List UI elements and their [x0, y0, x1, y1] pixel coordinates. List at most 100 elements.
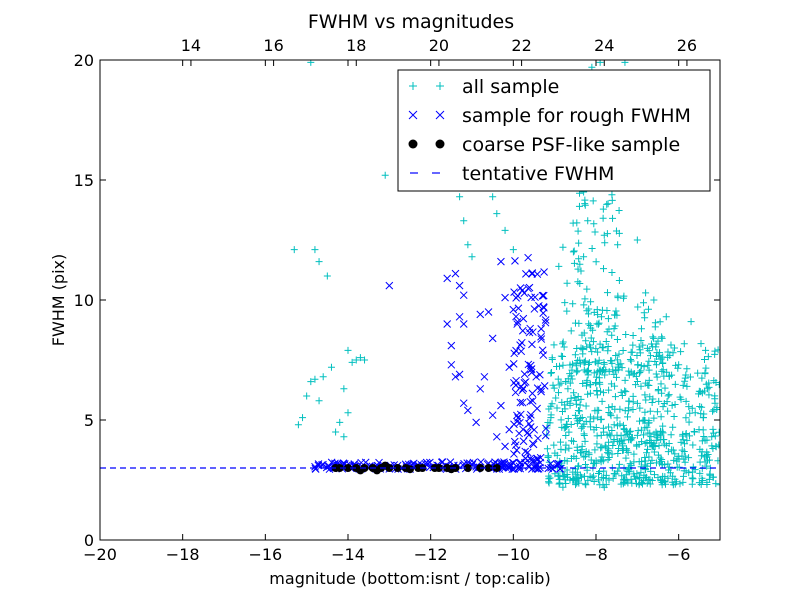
top-tick-label: 24 [594, 36, 614, 55]
all-sample-point [315, 397, 323, 405]
rough-fwhm-point [537, 335, 546, 343]
all-sample-point [634, 361, 642, 369]
all-sample-point [590, 220, 598, 228]
all-sample-point [584, 310, 592, 318]
rough-fwhm-point [311, 465, 320, 473]
all-sample-point [668, 401, 676, 409]
all-sample-point [348, 358, 356, 366]
all-sample-point [656, 318, 664, 326]
all-sample-point [562, 441, 570, 449]
all-sample-point [581, 201, 589, 209]
rough-fwhm-point [521, 378, 530, 386]
all-sample-point [554, 472, 562, 480]
all-sample-point [602, 338, 610, 346]
all-sample-point [290, 246, 298, 254]
all-sample-point [546, 474, 554, 482]
all-sample-point [566, 379, 574, 387]
all-sample-point [590, 460, 598, 468]
all-sample-point [621, 376, 629, 384]
all-sample-point [672, 361, 680, 369]
all-sample-point [456, 193, 464, 201]
legend-marker [409, 82, 417, 90]
all-sample-point [576, 401, 584, 409]
all-sample-point [706, 471, 714, 479]
all-sample-point [584, 217, 592, 225]
all-sample-point [679, 472, 687, 480]
rough-fwhm-point [518, 326, 527, 335]
rough-fwhm-point [536, 370, 544, 379]
all-sample-point [642, 466, 650, 474]
all-sample-point [637, 325, 645, 333]
all-sample-point [596, 378, 604, 386]
all-sample-point [632, 480, 640, 488]
all-sample-point [622, 445, 630, 453]
all-sample-point [646, 393, 654, 401]
all-sample-point [572, 368, 580, 376]
all-sample-point [652, 370, 660, 378]
all-sample-point [700, 432, 708, 440]
rough-fwhm-point [533, 404, 541, 413]
all-sample-point [629, 332, 637, 340]
all-sample-point [696, 469, 704, 477]
all-sample-point [555, 475, 563, 483]
all-sample-point [603, 289, 611, 297]
all-sample-point [564, 375, 572, 383]
all-sample-point [544, 418, 552, 426]
all-sample-point [569, 360, 577, 368]
all-sample-point [550, 441, 558, 449]
all-sample-point [565, 428, 573, 436]
top-axis: 14 16 18 20 22 24 26 [181, 36, 697, 66]
all-sample-point [590, 472, 598, 480]
all-sample-point [572, 481, 580, 489]
x-tick-label: −8 [584, 545, 608, 564]
all-sample-point [562, 423, 570, 431]
all-sample-point [581, 358, 589, 366]
all-sample-point [610, 370, 618, 378]
all-sample-point [666, 469, 674, 477]
all-sample-point [548, 400, 556, 408]
all-sample-point [711, 392, 719, 400]
rough-fwhm-point [498, 459, 506, 467]
all-sample-point [657, 380, 665, 388]
all-sample-point [576, 360, 584, 368]
all-sample-point [708, 433, 716, 441]
rough-fwhm-point [544, 464, 553, 473]
all-sample-point [579, 379, 587, 387]
all-sample-point [644, 429, 652, 437]
all-sample-point [588, 473, 596, 481]
all-sample-point [566, 476, 574, 484]
all-sample-point [344, 409, 352, 417]
all-sample-point [636, 404, 644, 412]
rough-fwhm-point [539, 351, 548, 359]
all-sample-point [596, 340, 604, 348]
all-sample-point [587, 298, 595, 306]
all-sample-point [617, 388, 625, 396]
all-sample-point [586, 322, 594, 330]
all-sample-point [567, 455, 575, 463]
all-sample-point [680, 455, 688, 463]
all-sample-point [590, 478, 598, 486]
rough-fwhm-point [528, 270, 536, 278]
rough-fwhm-point [484, 308, 493, 316]
all-sample-point [599, 214, 607, 222]
all-sample-point [618, 391, 626, 399]
all-sample-point [589, 338, 597, 346]
all-sample-point [681, 377, 689, 385]
x-tick-label: −12 [414, 545, 448, 564]
rough-fwhm-point [511, 388, 520, 397]
all-sample-point [573, 443, 581, 451]
all-sample-point [580, 430, 588, 438]
all-sample-point [554, 389, 562, 397]
rough-fwhm-point [443, 274, 452, 283]
all-sample-point [591, 358, 599, 366]
rough-fwhm-point [529, 328, 537, 336]
all-sample-point [604, 315, 612, 323]
all-sample-point [601, 371, 609, 379]
chart-title: FWHM vs magnitudes [308, 11, 514, 33]
rough-fwhm-point [510, 450, 518, 458]
all-sample-point [679, 381, 687, 389]
rough-fwhm-point [455, 281, 464, 290]
all-sample-point [686, 432, 694, 440]
all-sample-point [567, 327, 575, 335]
all-sample-point [698, 474, 706, 482]
